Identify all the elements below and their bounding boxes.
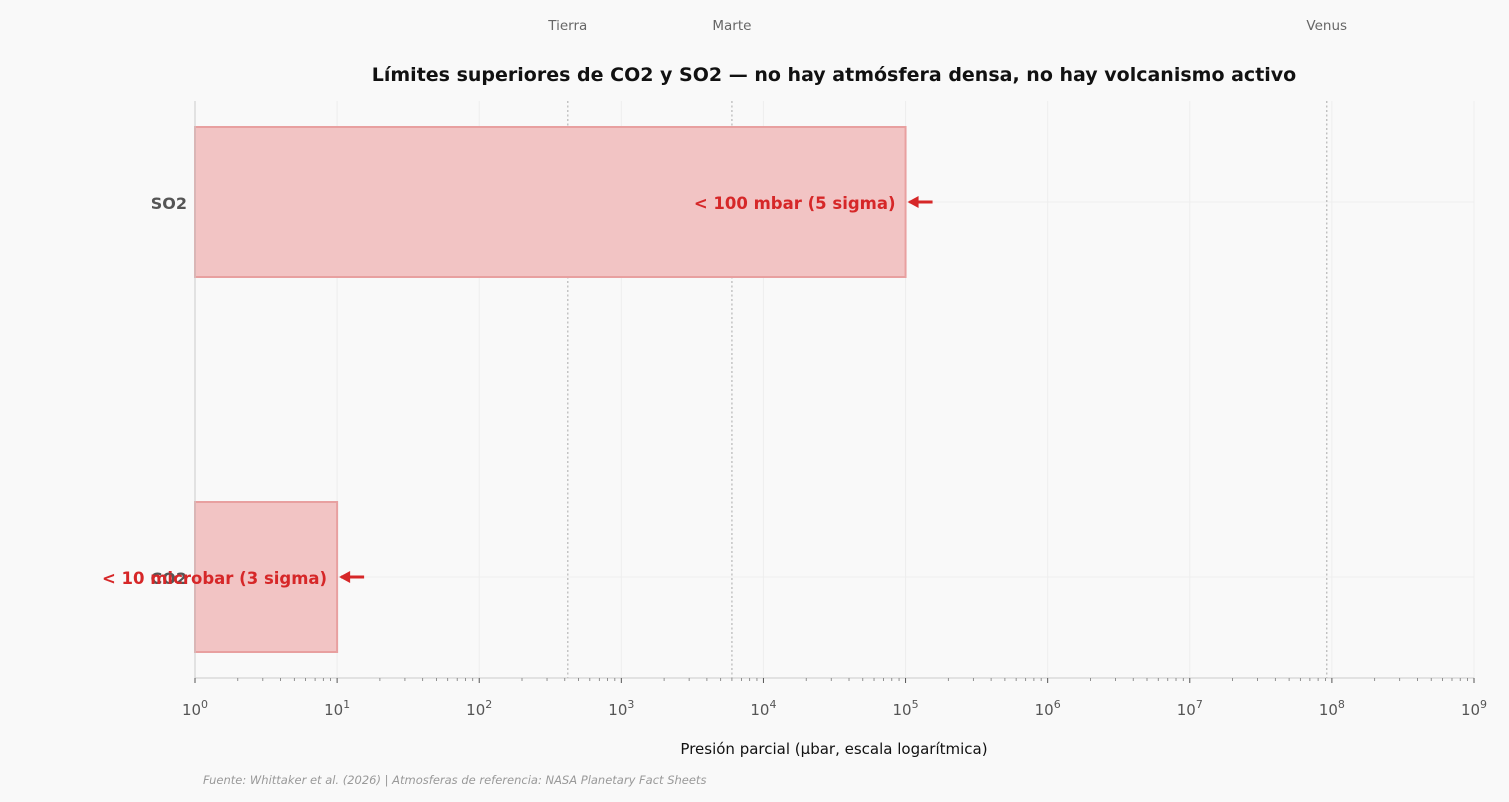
reference-lines: Tierra Marte Venus <box>547 18 1347 678</box>
reference-line-label: Venus <box>1306 18 1347 34</box>
bars <box>194 126 907 653</box>
y-tick-labels: CO2 SO2 <box>151 194 187 588</box>
axes <box>194 101 1474 679</box>
bar-labels: < 10 microbar (3 sigma) < 100 mbar (5 sig… <box>102 194 933 588</box>
bar-label-so2: < 100 mbar (5 sigma) <box>694 194 896 213</box>
x-tick-label: 104 <box>750 698 776 719</box>
bar-so2 <box>194 126 907 278</box>
x-tick-label: 102 <box>466 698 492 719</box>
reference-line-label: Tierra <box>547 18 587 34</box>
y-tick-label-so2: SO2 <box>151 194 187 213</box>
x-tick-label: 106 <box>1035 698 1061 719</box>
x-ticks: 100 101 102 103 104 105 106 107 108 109 <box>182 678 1487 719</box>
x-tick-label: 108 <box>1319 698 1345 719</box>
x-tick-label: 101 <box>324 698 350 719</box>
y-tick-label-co2: CO2 <box>151 569 187 588</box>
x-tick-label: 103 <box>608 698 634 719</box>
bar-label-arrowhead <box>339 571 351 583</box>
x-tick-label: 109 <box>1461 698 1487 719</box>
bar-co2 <box>194 501 339 653</box>
x-axis-label: Presión parcial (µbar, escala logarítmic… <box>680 740 987 758</box>
bar-label-co2: < 10 microbar (3 sigma) <box>102 569 327 588</box>
reference-line-label: Marte <box>712 18 751 34</box>
x-tick-label: 105 <box>893 698 919 719</box>
x-tick-label: 100 <box>182 698 208 719</box>
x-tick-label: 107 <box>1177 698 1203 719</box>
chart-title: Límites superiores de CO2 y SO2 — no hay… <box>372 64 1296 86</box>
source-note: Fuente: Whittaker et al. (2026) | Atmosf… <box>203 773 706 787</box>
bar-label-arrowhead <box>907 196 919 208</box>
